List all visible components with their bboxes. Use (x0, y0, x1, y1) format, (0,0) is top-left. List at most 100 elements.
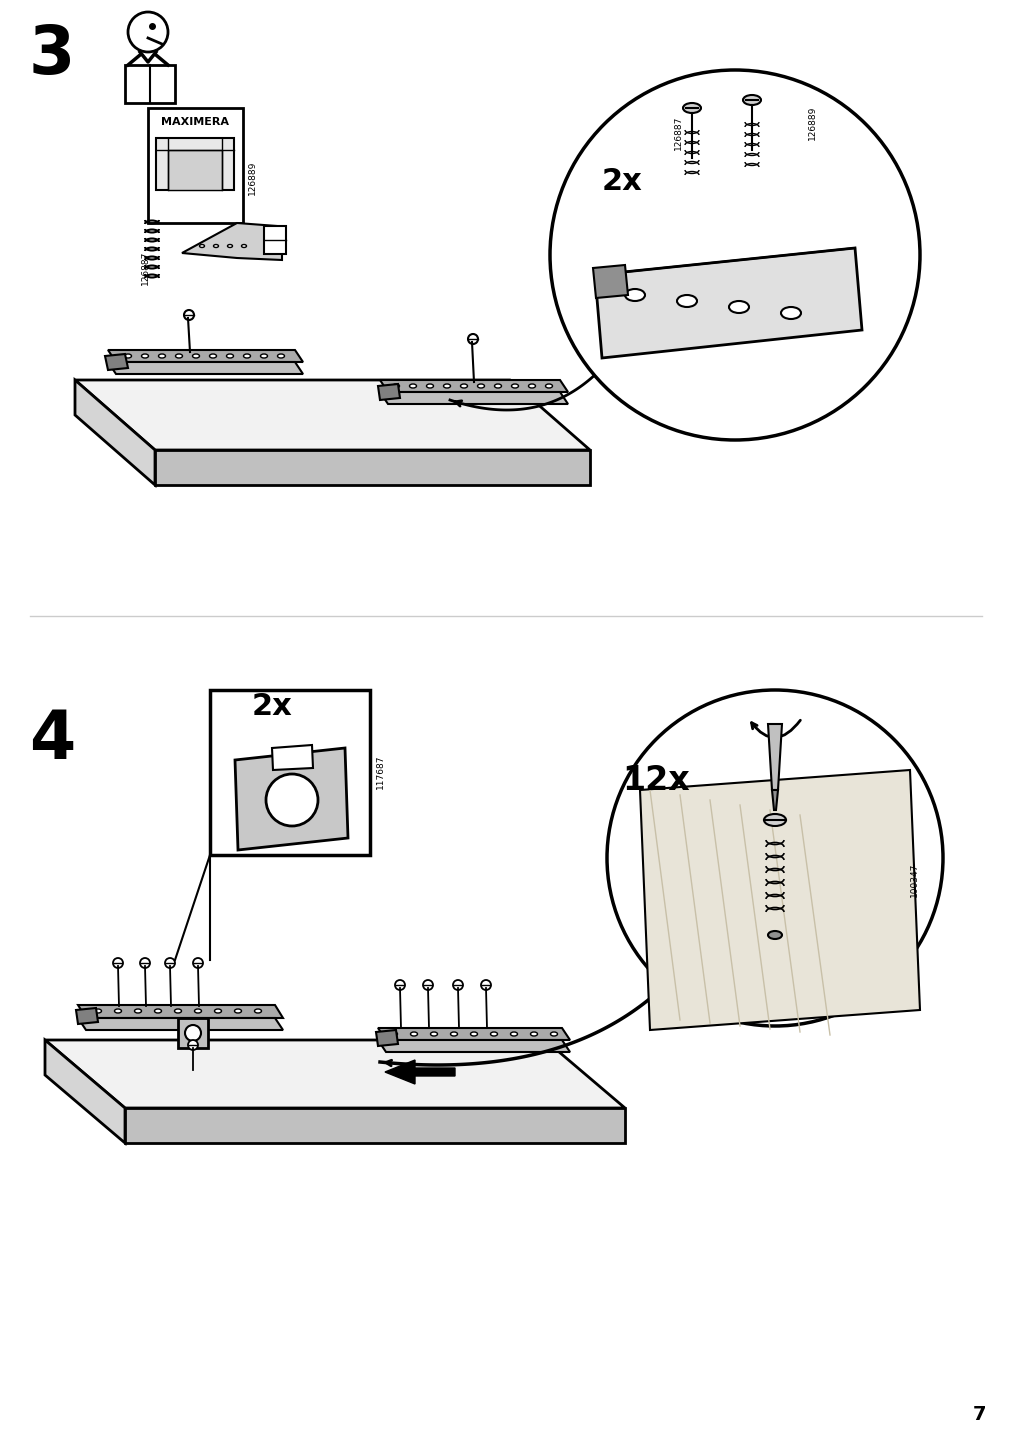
Polygon shape (108, 362, 302, 374)
Ellipse shape (194, 1010, 201, 1012)
Circle shape (467, 334, 477, 344)
Ellipse shape (94, 1010, 101, 1012)
Polygon shape (75, 379, 155, 485)
Ellipse shape (174, 1010, 181, 1012)
Ellipse shape (477, 384, 484, 388)
Polygon shape (44, 1040, 125, 1143)
Circle shape (394, 979, 404, 990)
Ellipse shape (235, 1010, 242, 1012)
Ellipse shape (430, 1032, 437, 1035)
Text: 117687: 117687 (376, 755, 384, 789)
Polygon shape (379, 379, 567, 392)
Ellipse shape (450, 1032, 457, 1035)
Ellipse shape (392, 384, 399, 388)
Circle shape (549, 70, 919, 440)
Ellipse shape (124, 354, 131, 358)
Circle shape (193, 958, 203, 968)
Circle shape (127, 11, 168, 52)
Polygon shape (384, 1060, 455, 1084)
Ellipse shape (175, 354, 182, 358)
Bar (168, 150, 221, 190)
Circle shape (607, 690, 942, 1025)
Ellipse shape (277, 354, 284, 358)
Polygon shape (378, 1028, 569, 1040)
Ellipse shape (494, 384, 501, 388)
Text: 7: 7 (973, 1405, 986, 1425)
Text: 12x: 12x (622, 765, 690, 798)
Polygon shape (76, 1008, 98, 1024)
Ellipse shape (742, 95, 760, 105)
Circle shape (184, 309, 194, 319)
Ellipse shape (545, 384, 552, 388)
Bar (125, 64, 175, 103)
Ellipse shape (676, 295, 697, 306)
Circle shape (188, 1040, 198, 1050)
Text: 126889: 126889 (248, 160, 256, 195)
Text: 100347: 100347 (909, 863, 918, 898)
Ellipse shape (510, 1032, 517, 1035)
Circle shape (480, 979, 490, 990)
Ellipse shape (470, 1032, 477, 1035)
Circle shape (423, 979, 433, 990)
Text: 4: 4 (29, 707, 75, 773)
Circle shape (140, 958, 150, 968)
Bar (210, 690, 370, 855)
Bar (178, 1018, 208, 1048)
Ellipse shape (490, 1032, 497, 1035)
Ellipse shape (625, 289, 644, 301)
Polygon shape (771, 790, 777, 811)
Ellipse shape (390, 1032, 397, 1035)
Circle shape (165, 958, 175, 968)
Polygon shape (105, 354, 127, 369)
Ellipse shape (260, 354, 267, 358)
Text: 3: 3 (29, 21, 75, 87)
Polygon shape (155, 450, 589, 485)
Polygon shape (594, 248, 861, 358)
Ellipse shape (254, 1010, 261, 1012)
Polygon shape (108, 349, 302, 362)
Ellipse shape (114, 1010, 121, 1012)
Polygon shape (125, 1108, 625, 1143)
Text: 2x: 2x (252, 692, 292, 720)
Text: MAXIMERA: MAXIMERA (161, 117, 228, 127)
Ellipse shape (763, 813, 786, 826)
Ellipse shape (511, 384, 518, 388)
Ellipse shape (443, 384, 450, 388)
Text: 126889: 126889 (807, 106, 816, 140)
Ellipse shape (530, 1032, 537, 1035)
Ellipse shape (244, 354, 251, 358)
Polygon shape (44, 1040, 625, 1108)
Text: 126887: 126887 (673, 116, 681, 150)
Text: 2x: 2x (601, 168, 642, 196)
Polygon shape (75, 379, 589, 450)
Polygon shape (235, 748, 348, 851)
Ellipse shape (227, 245, 233, 248)
Polygon shape (272, 745, 312, 770)
Polygon shape (78, 1005, 283, 1018)
Ellipse shape (134, 1010, 142, 1012)
Polygon shape (182, 223, 282, 261)
Ellipse shape (214, 1010, 221, 1012)
Polygon shape (379, 392, 567, 404)
Bar (148, 107, 243, 223)
Ellipse shape (550, 1032, 557, 1035)
Ellipse shape (682, 103, 701, 113)
Ellipse shape (199, 245, 204, 248)
Ellipse shape (767, 931, 782, 939)
Ellipse shape (460, 384, 467, 388)
Ellipse shape (142, 354, 149, 358)
Ellipse shape (192, 354, 199, 358)
Ellipse shape (155, 1010, 162, 1012)
Polygon shape (376, 1030, 397, 1045)
Circle shape (113, 958, 123, 968)
Text: 126887: 126887 (141, 251, 150, 285)
Circle shape (266, 775, 317, 826)
Bar (264, 226, 286, 253)
Circle shape (453, 979, 463, 990)
Ellipse shape (209, 354, 216, 358)
Polygon shape (78, 1018, 283, 1030)
Ellipse shape (409, 384, 417, 388)
Ellipse shape (426, 384, 433, 388)
Ellipse shape (410, 1032, 418, 1035)
Ellipse shape (728, 301, 748, 314)
